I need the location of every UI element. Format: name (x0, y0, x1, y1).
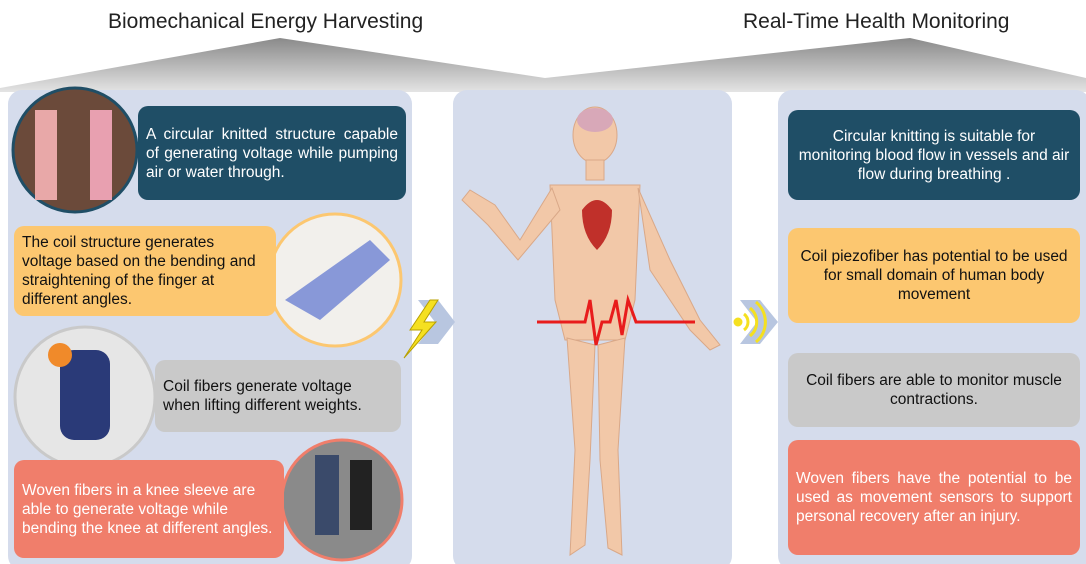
photo (13, 88, 137, 212)
text-box: The coil structure generates voltage bas… (14, 226, 276, 316)
text-box: A circular knitted structure capable of … (138, 106, 406, 200)
photo (269, 214, 401, 346)
text-box: Woven fibers have the potential to be us… (788, 440, 1080, 555)
text-box: Coil fibers generate voltage when liftin… (155, 360, 401, 432)
title: Real-Time Health Monitoring (743, 10, 1010, 34)
roof (0, 38, 1086, 92)
photo (15, 327, 155, 467)
text-box: Coil fibers are able to monitor muscle c… (788, 353, 1080, 427)
figure: Biomechanical Energy Harvesting Real-Tim… (0, 0, 1086, 564)
brain (577, 108, 613, 132)
text-box: Circular knitting is suitable for monito… (788, 110, 1080, 200)
title: Biomechanical Energy Harvesting (108, 10, 423, 34)
photo (282, 440, 402, 560)
text-box: Woven fibers in a knee sleeve are able t… (14, 460, 284, 558)
text-box: Coil piezofiber has potential to be used… (788, 228, 1080, 323)
